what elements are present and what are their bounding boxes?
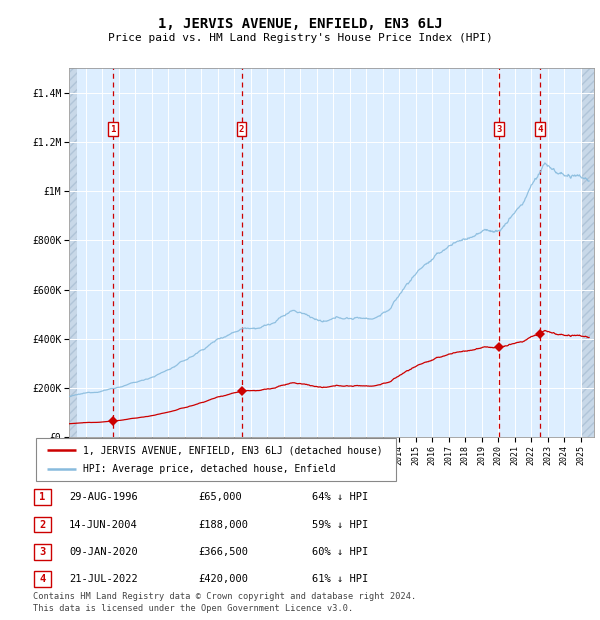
FancyBboxPatch shape (34, 571, 51, 587)
Text: 09-JAN-2020: 09-JAN-2020 (69, 547, 138, 557)
Text: £65,000: £65,000 (198, 492, 242, 502)
Text: 3: 3 (40, 547, 46, 557)
Text: 1: 1 (110, 125, 116, 133)
Text: £366,500: £366,500 (198, 547, 248, 557)
Text: 2: 2 (239, 125, 244, 133)
Text: Price paid vs. HM Land Registry's House Price Index (HPI): Price paid vs. HM Land Registry's House … (107, 33, 493, 43)
Text: 3: 3 (496, 125, 502, 133)
Text: 14-JUN-2004: 14-JUN-2004 (69, 520, 138, 529)
Text: 1: 1 (40, 492, 46, 502)
Text: HPI: Average price, detached house, Enfield: HPI: Average price, detached house, Enfi… (83, 464, 335, 474)
Text: 61% ↓ HPI: 61% ↓ HPI (312, 574, 368, 584)
Bar (69, 68, 77, 437)
Text: £420,000: £420,000 (198, 574, 248, 584)
Text: 59% ↓ HPI: 59% ↓ HPI (312, 520, 368, 529)
Text: 4: 4 (538, 125, 543, 133)
Text: 1, JERVIS AVENUE, ENFIELD, EN3 6LJ (detached house): 1, JERVIS AVENUE, ENFIELD, EN3 6LJ (deta… (83, 445, 382, 455)
Bar (581, 68, 594, 437)
FancyBboxPatch shape (36, 438, 396, 480)
FancyBboxPatch shape (34, 516, 51, 533)
Text: 2: 2 (40, 520, 46, 529)
Text: 4: 4 (40, 574, 46, 584)
Text: 64% ↓ HPI: 64% ↓ HPI (312, 492, 368, 502)
Bar (581, 68, 594, 437)
Text: 60% ↓ HPI: 60% ↓ HPI (312, 547, 368, 557)
Text: 21-JUL-2022: 21-JUL-2022 (69, 574, 138, 584)
FancyBboxPatch shape (34, 489, 51, 505)
FancyBboxPatch shape (34, 544, 51, 560)
Bar (69, 68, 77, 437)
Text: £188,000: £188,000 (198, 520, 248, 529)
Text: Contains HM Land Registry data © Crown copyright and database right 2024.
This d: Contains HM Land Registry data © Crown c… (33, 592, 416, 613)
Text: 29-AUG-1996: 29-AUG-1996 (69, 492, 138, 502)
Text: 1, JERVIS AVENUE, ENFIELD, EN3 6LJ: 1, JERVIS AVENUE, ENFIELD, EN3 6LJ (158, 17, 442, 30)
